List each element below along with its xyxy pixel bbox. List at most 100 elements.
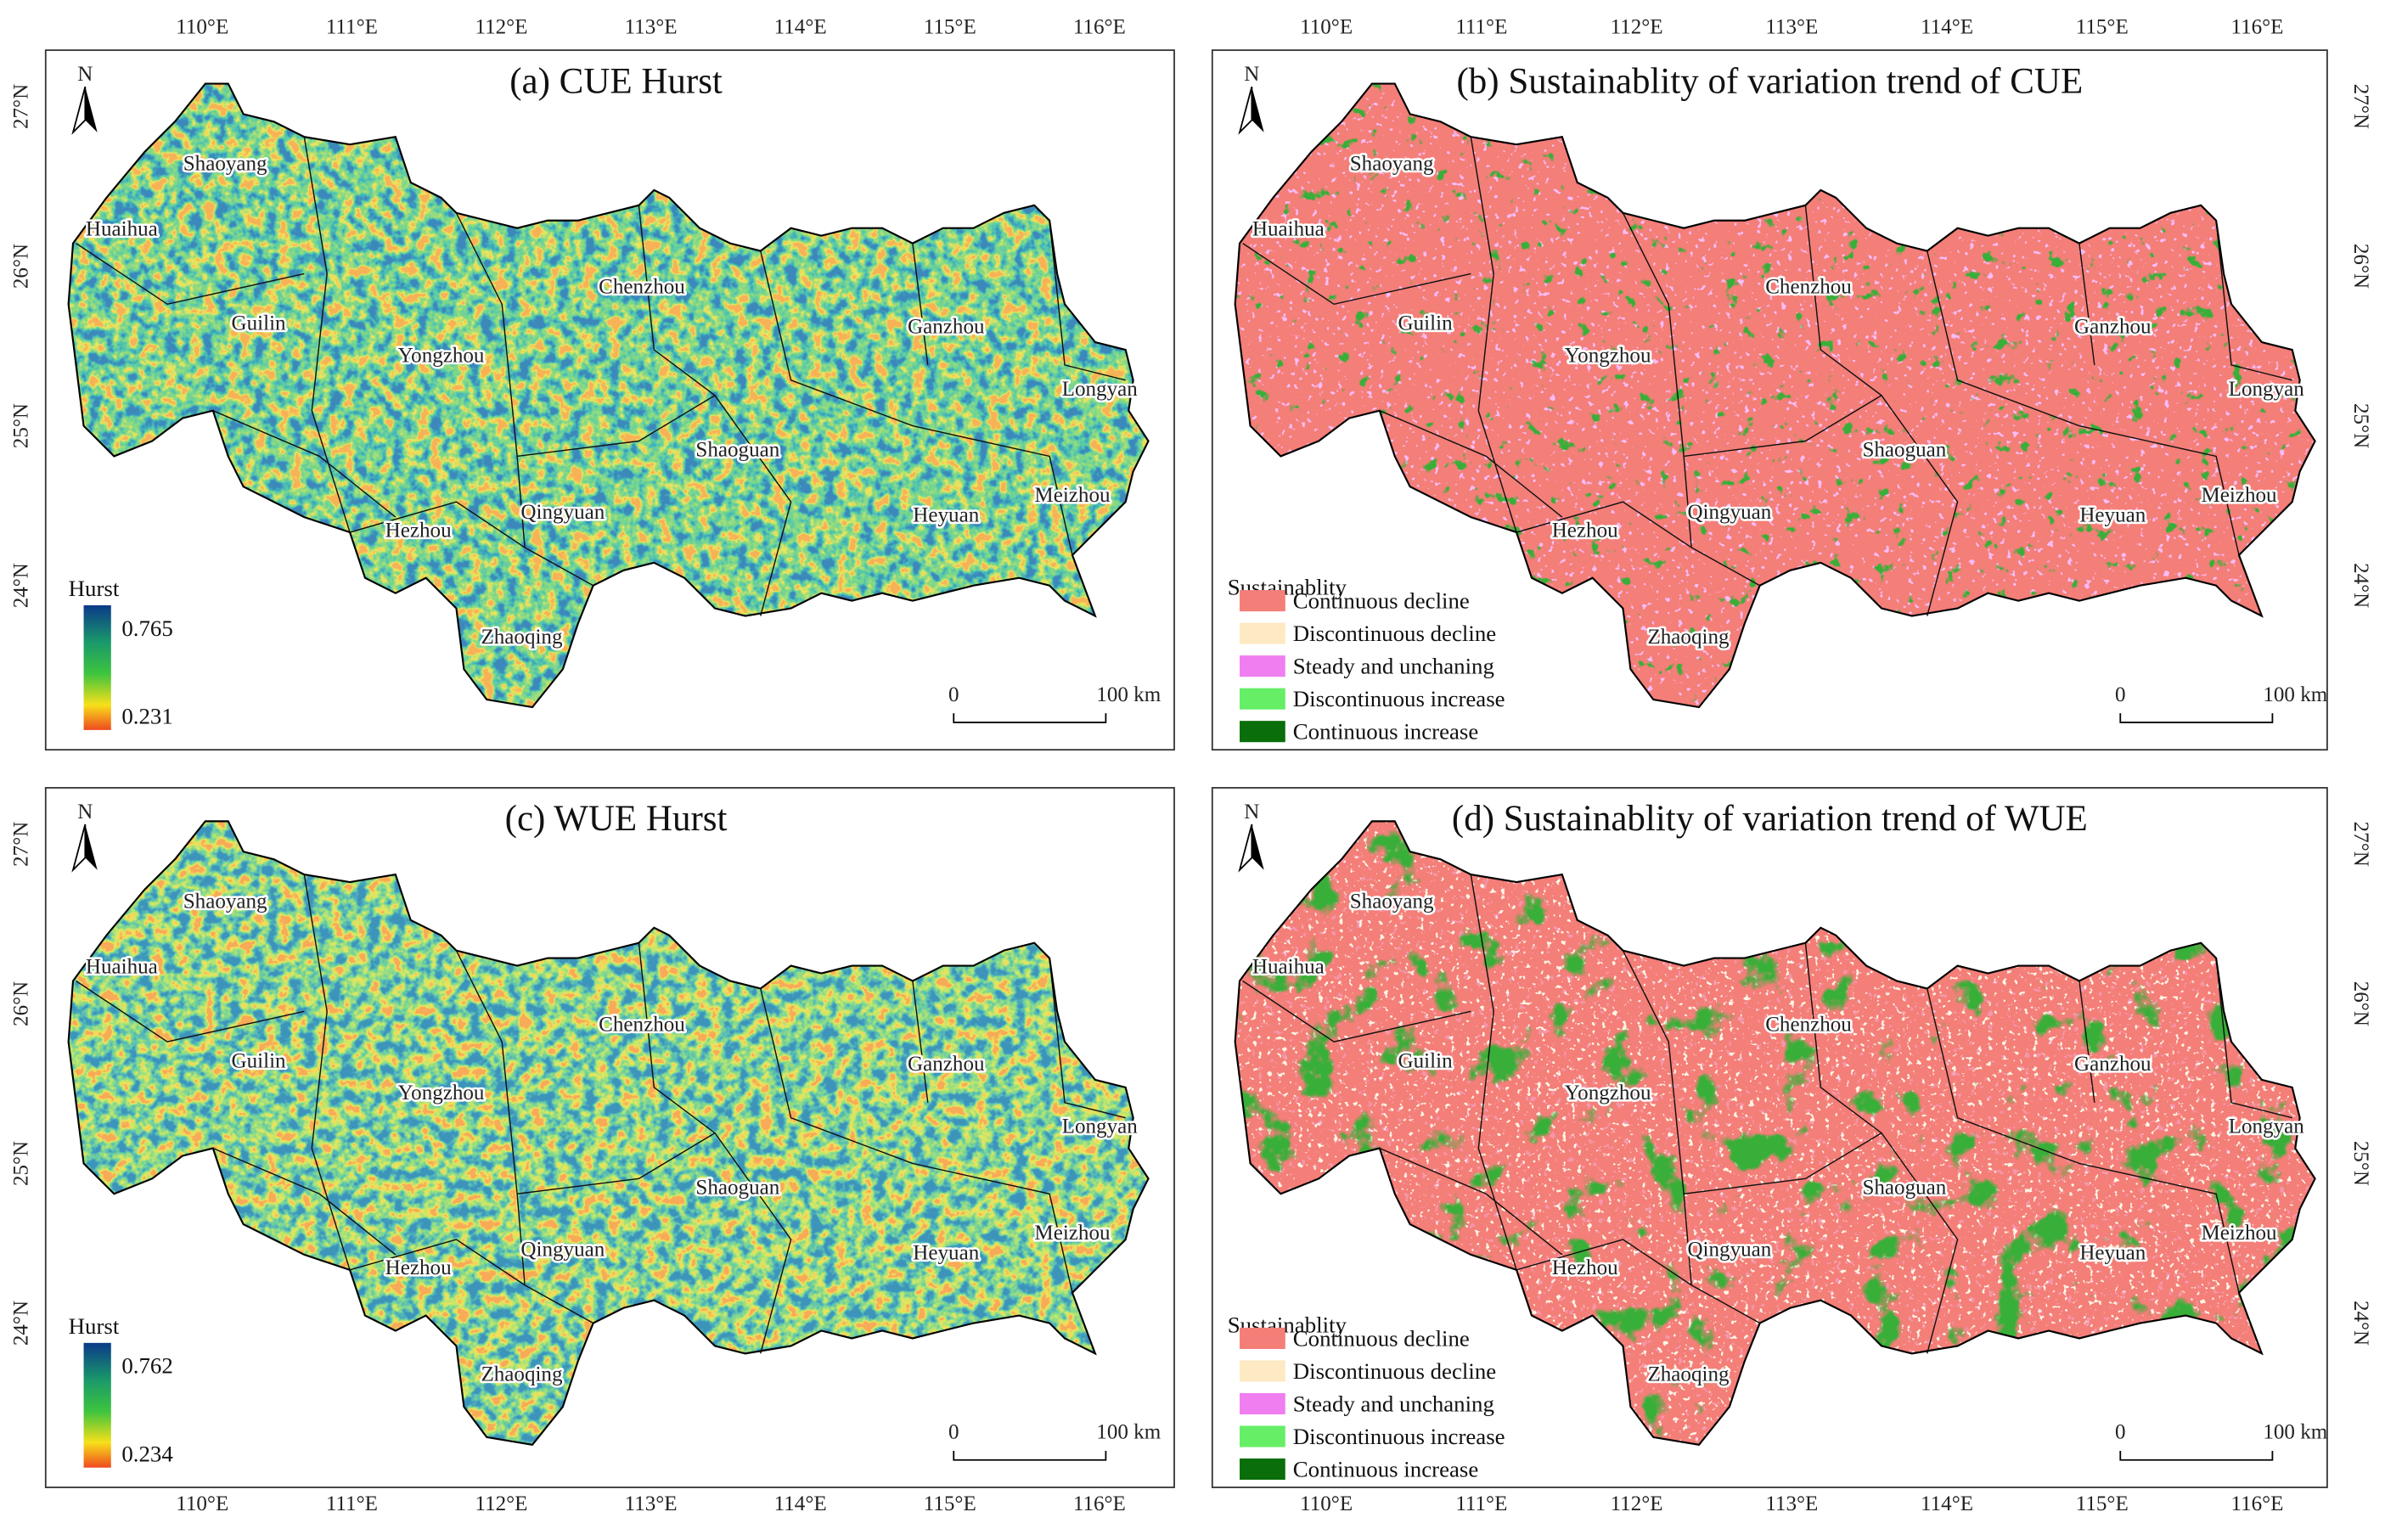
city-label: Huaihua — [1252, 218, 1325, 241]
longitude-label: 112°E — [1611, 15, 1663, 38]
longitude-label: 110°E — [176, 1492, 228, 1515]
longitude-label: 115°E — [924, 15, 976, 38]
latitude-label: 25°N — [2349, 403, 2372, 448]
legend-title: Hurst — [69, 576, 120, 601]
city-border — [1927, 250, 2240, 556]
city-label: Shaoguan — [695, 438, 779, 461]
city-border — [1470, 874, 1517, 1271]
city-label: Shaoyang — [183, 153, 267, 176]
city-border — [1684, 1132, 1882, 1194]
city-border — [2215, 958, 2292, 1119]
city-border — [1684, 395, 1882, 458]
panel: Shaoyang Huaihua Chenzhou Guilin Ganzhou Yong… — [1211, 787, 2328, 1488]
city-label: Yongzhou — [398, 344, 485, 367]
legend-swatch — [1240, 1327, 1285, 1349]
city-label: Shaoyang — [1350, 153, 1434, 176]
city-border — [760, 250, 1073, 556]
legend-swatch — [1240, 1360, 1285, 1382]
city-border — [1927, 988, 2240, 1293]
city-border — [303, 874, 351, 1271]
city-label: Chenzhou — [599, 1014, 685, 1037]
longitude-label: 112°E — [475, 1492, 527, 1515]
city-label: Shaoguan — [695, 1176, 779, 1199]
city-border — [517, 395, 716, 458]
north-label: N — [77, 801, 93, 823]
latitude-label: 26°N — [9, 981, 32, 1026]
latitude-label: 25°N — [9, 1141, 32, 1186]
latitude-label: 25°N — [2349, 1141, 2372, 1186]
longitude-label: 111°E — [326, 1492, 378, 1515]
city-label: Chenzhou — [1765, 1014, 1852, 1037]
city-label: Shaoguan — [1862, 1176, 1946, 1199]
longitude-label: 111°E — [326, 15, 378, 38]
city-border — [455, 950, 526, 1285]
panel-title: (d) Sustainablity of variation trend of … — [1452, 799, 2088, 839]
scale-end: 100 km — [2263, 1421, 2327, 1444]
city-label: Huaihua — [1252, 956, 1325, 979]
legend-title: Hurst — [69, 1313, 120, 1339]
city-border — [524, 547, 594, 587]
city-label: Zhaoqing — [1647, 1363, 1730, 1386]
city-label: Zhaoqing — [481, 626, 563, 649]
legend-label: Discontinuous decline — [1293, 1358, 1496, 1384]
longitude-label: 111°E — [1455, 1492, 1507, 1515]
city-label: Qingyuan — [1687, 1239, 1771, 1262]
city-label: Heyuan — [913, 1241, 979, 1264]
city-border — [212, 1147, 397, 1256]
legend-label: Discontinuous increase — [1293, 686, 1505, 711]
longitude-label: 116°E — [1073, 1492, 1126, 1515]
city-label: Yongzhou — [1565, 344, 1651, 367]
legend-max: 0.762 — [121, 1353, 172, 1379]
city-label: Hezhou — [385, 1256, 452, 1279]
latitude-label: 27°N — [2349, 822, 2372, 867]
city-label: Guilin — [1398, 312, 1454, 335]
city-label: Qingyuan — [520, 501, 605, 524]
longitude-label: 114°E — [774, 1492, 827, 1515]
city-border — [1242, 243, 1471, 306]
longitude-label: 116°E — [1073, 15, 1126, 38]
scale-bar — [2119, 1451, 2274, 1461]
city-label: Chenzhou — [1765, 276, 1852, 299]
latitude-label: 27°N — [9, 84, 32, 129]
city-border — [912, 243, 929, 366]
latitude-label: 24°N — [2349, 563, 2372, 608]
city-border — [303, 137, 351, 533]
city-label: Meizhou — [1034, 484, 1111, 507]
latitude-label: 26°N — [9, 244, 32, 289]
longitude-label: 111°E — [1455, 15, 1507, 38]
scale-end: 100 km — [2263, 683, 2327, 706]
city-border — [1516, 501, 1692, 548]
city-border — [1622, 212, 1692, 548]
city-border — [1049, 220, 1126, 381]
panel: Shaoyang Huaihua Chenzhou Guilin Ganzhou Yong… — [44, 787, 1175, 1488]
longitude-label: 116°E — [2230, 1492, 2283, 1515]
scale-bar — [953, 713, 1107, 723]
legend-swatch — [1240, 590, 1285, 612]
city-border — [349, 501, 526, 548]
city-label: Shaoyang — [1350, 890, 1434, 913]
city-border — [2078, 243, 2095, 366]
north-label: N — [77, 63, 93, 86]
legend-label: Discontinuous increase — [1293, 1424, 1505, 1449]
city-label: Chenzhou — [599, 276, 685, 299]
city-border — [1690, 547, 1761, 587]
longitude-label: 113°E — [625, 1492, 678, 1515]
panel: Shaoyang Huaihua Chenzhou Guilin Ganzhou Yong… — [1211, 49, 2328, 751]
city-border — [1379, 1147, 1563, 1256]
city-label: Meizhou — [2201, 1222, 2277, 1245]
panel-title: (c) WUE Hurst — [505, 799, 728, 839]
color-ramp — [83, 1342, 111, 1468]
legend-max: 0.765 — [121, 615, 172, 641]
city-label: Heyuan — [2079, 503, 2146, 526]
city-border — [455, 212, 526, 548]
longitude-label: 115°E — [2076, 15, 2129, 38]
legend-swatch — [1240, 622, 1285, 644]
city-label: Longyan — [2229, 378, 2305, 401]
city-label: Guilin — [232, 312, 287, 335]
longitude-label: 110°E — [1300, 15, 1353, 38]
city-label: Longyan — [1062, 378, 1139, 401]
city-border — [1690, 1284, 1761, 1324]
legend-label: Steady and unchaning — [1293, 1391, 1494, 1416]
scale-start: 0 — [948, 683, 959, 706]
